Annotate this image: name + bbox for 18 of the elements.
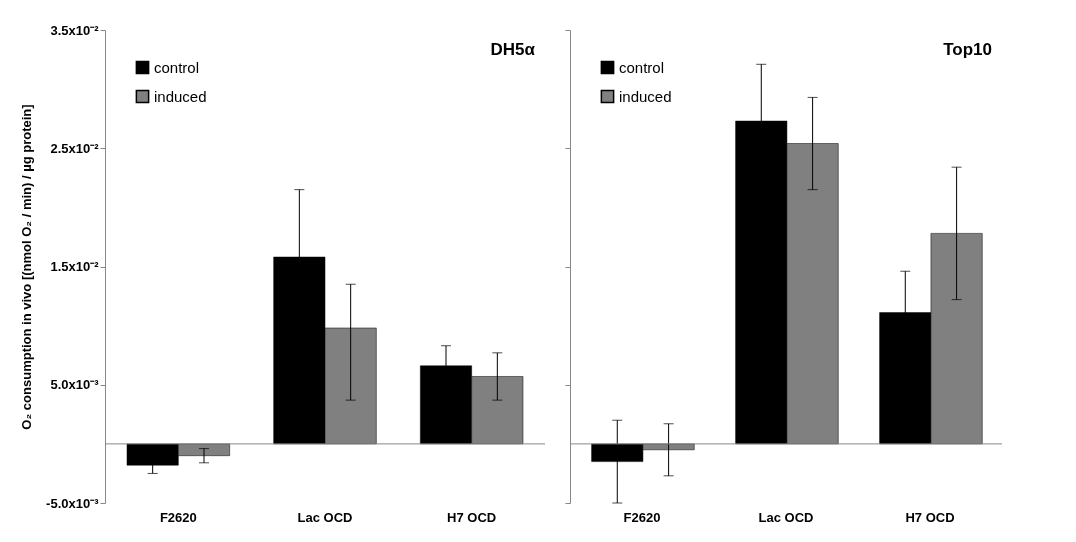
text: Top10 bbox=[943, 40, 992, 59]
y-tick-label: 3.5x10⁻² bbox=[50, 22, 100, 38]
text: DH5α bbox=[490, 40, 536, 59]
legend-label: control bbox=[619, 58, 665, 76]
y-tick-label: 1.5x10⁻² bbox=[50, 259, 100, 274]
x-tick-label: F2620 bbox=[159, 509, 197, 525]
x-tick-label: Lac OCD bbox=[758, 509, 814, 525]
legend-label: induced bbox=[619, 87, 672, 105]
x-tick-label: H7 OCD bbox=[447, 509, 497, 525]
y-tick-label: 2.5x10⁻² bbox=[50, 140, 100, 156]
y-axis-title: O₂ consumption in vivo [(nmol O₂ / min) / µg protein] bbox=[19, 104, 35, 430]
legend-label: induced bbox=[154, 87, 207, 105]
x-tick-label: F2620 bbox=[623, 509, 661, 525]
y-tick-label: 5.0x10⁻³ bbox=[50, 377, 100, 393]
x-tick-label: H7 OCD bbox=[905, 509, 955, 525]
y-tick-label: -5.0x10⁻³ bbox=[46, 495, 100, 511]
x-tick-label: Lac OCD bbox=[297, 509, 353, 525]
legend-label: control bbox=[154, 58, 200, 76]
